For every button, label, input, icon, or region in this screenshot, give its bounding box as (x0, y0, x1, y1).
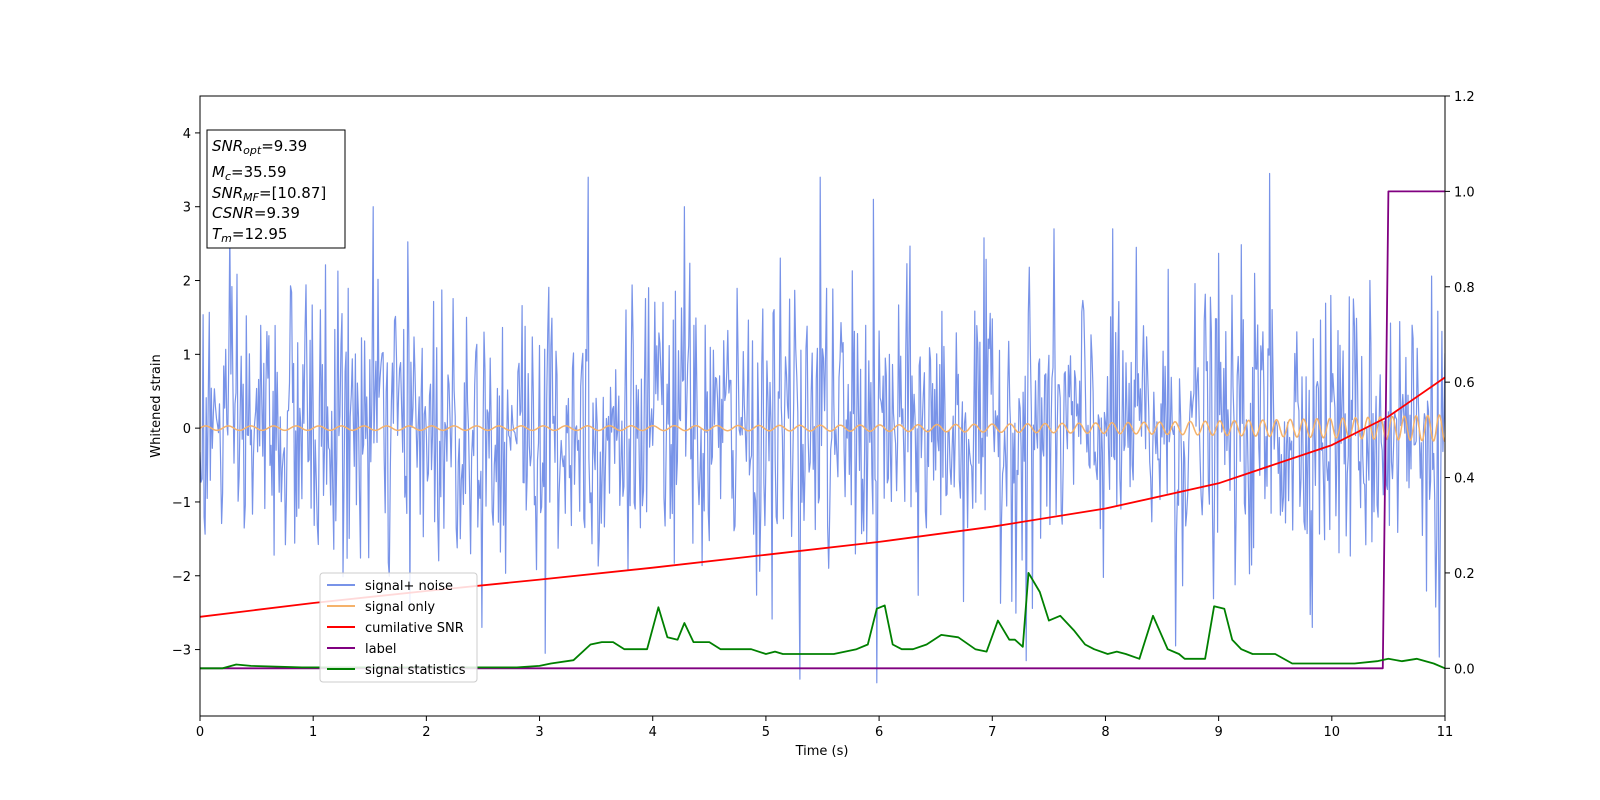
legend-label-cumulative-snr: cumilative SNR (365, 621, 464, 636)
annotation-line-snr-opt: SNRopt=9.39 (212, 137, 307, 157)
legend-frame (319, 572, 478, 683)
y-left-tick-label: 4 (183, 127, 191, 142)
legend-label-signal-noise: signal+ noise (365, 579, 453, 594)
annotation-box: SNRopt=9.39 Mc=35.59 SNRMF=[10.87] CSNR=… (206, 129, 346, 249)
x-tick-label: 4 (649, 725, 657, 740)
annotation-line-tm: Tm=12.95 (212, 225, 287, 245)
y-right-tick-label: 0.8 (1454, 281, 1475, 296)
legend-label-label: label (365, 642, 396, 657)
x-tick-label: 0 (196, 725, 204, 740)
x-tick-label: 9 (1214, 725, 1222, 740)
legend-label-signal-only: signal only (365, 600, 435, 615)
annotation-line-snr-mf: SNRMF=[10.87] (212, 184, 326, 204)
x-tick-label: 8 (1101, 725, 1109, 740)
x-tick-label: 2 (422, 725, 430, 740)
y-right-tick-label: 0.6 (1454, 376, 1475, 391)
x-tick-label: 1 (309, 725, 317, 740)
x-tick-label: 7 (988, 725, 996, 740)
y-left-tick-label: −1 (172, 496, 191, 511)
x-tick-label: 5 (762, 725, 770, 740)
legend-label-signal-statistics: signal statistics (365, 663, 466, 678)
x-tick-label: 3 (535, 725, 543, 740)
series-line-0 (200, 172, 1445, 684)
x-axis-title: Time (s) (795, 744, 849, 759)
annotation-line-csnr: CSNR=9.39 (212, 204, 300, 222)
y-left-tick-label: −2 (172, 570, 191, 585)
y-axis-title: Whitened strain (149, 354, 164, 457)
series-line-3 (200, 190, 1445, 670)
y-right-tick-label: 1.2 (1454, 90, 1475, 105)
y-left-tick-label: 0 (183, 422, 191, 437)
series-line-1 (200, 414, 1445, 443)
y-left-tick-label: −3 (172, 644, 191, 659)
annotation-line-mc: Mc=35.59 (212, 163, 287, 183)
x-tick-label: 11 (1437, 725, 1454, 740)
y-right-tick-label: 0.0 (1454, 662, 1475, 677)
y-left-tick-label: 1 (183, 348, 191, 363)
x-tick-label: 6 (875, 725, 883, 740)
annotation-frame (206, 129, 346, 249)
axis-ticks: 0 1 2 3 4 5 6 7 8 9 10 11 −3 −2 −1 0 1 2 3 4 0.0 0.2 0.4 0.6 0.8… (172, 90, 1475, 740)
y-right-tick-label: 0.2 (1454, 567, 1475, 582)
plot-frame (199, 95, 1446, 717)
y-right-tick-label: 1.0 (1454, 185, 1475, 200)
y-left-tick-label: 2 (183, 275, 191, 290)
y-left-tick-label: 3 (183, 201, 191, 216)
x-tick-label: 10 (1324, 725, 1341, 740)
y-right-tick-label: 0.4 (1454, 472, 1475, 487)
legend: signal+ noise signal only cumilative SNR… (319, 572, 478, 683)
series-line-4 (200, 572, 1445, 670)
